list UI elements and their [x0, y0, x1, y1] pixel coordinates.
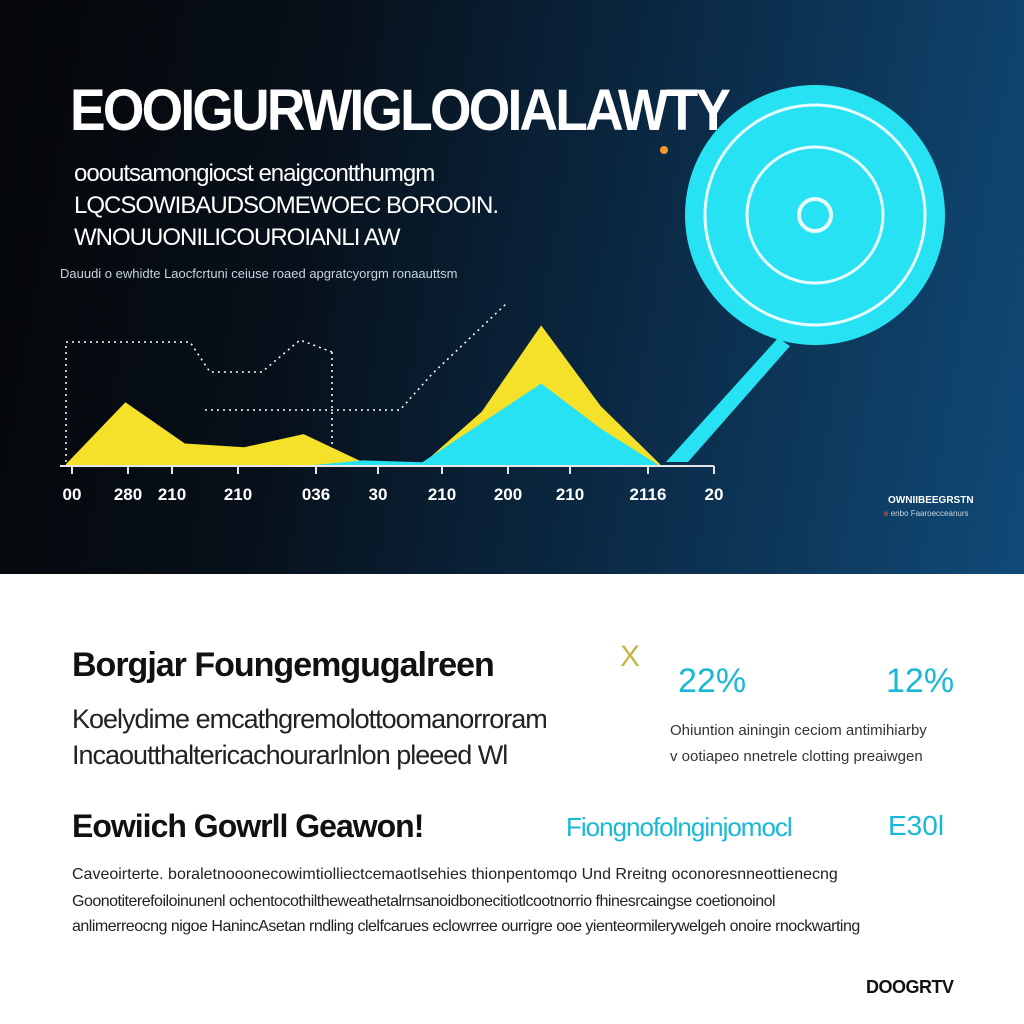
- x-axis-ticks: 00 280 210 210 036 30 210 200 210 2116 20: [63, 466, 724, 504]
- stats-note-line-1: Ohiuntion ainingin ceciom antimihiarby: [670, 722, 927, 739]
- plot-area: [66, 325, 660, 466]
- hero-title: EOOIGURWIGLOOIALAWTY: [70, 78, 731, 143]
- section1-body-line-2: Incaoutthaltericachourarlnlon pleeed Wl: [72, 740, 508, 770]
- section1-title: Borgjar Foungemgugalreen: [72, 646, 495, 684]
- stat-value-1: 22%: [678, 662, 747, 700]
- section2-title: Eowiich Gowrll Geawon!: [72, 808, 424, 844]
- hero-subtitle-line-1: oooutsamongiocst enaigcontthumgm: [74, 160, 435, 187]
- x-tick-label: 200: [494, 485, 522, 504]
- close-icon[interactable]: X: [620, 640, 641, 673]
- x-tick-label: 280: [114, 485, 142, 504]
- x-tick-label: 20: [705, 485, 724, 504]
- legend-note: e enbo Faaroecceanurs: [884, 509, 969, 518]
- title-accent-dot: [660, 146, 668, 154]
- legend-title: OWNIIBEEGRSTN: [888, 495, 974, 506]
- footer-brand: DOOGRTV: [866, 977, 954, 997]
- stats-note-line-2: v ootiapeo nnetrele clotting preaiwgen: [670, 748, 923, 765]
- x-tick-label: 210: [556, 485, 584, 504]
- guide-lines: [65, 301, 509, 462]
- section2-highlight: Fiongnofolnginjomocl: [566, 812, 793, 842]
- stat-value-2: 12%: [886, 662, 955, 700]
- chart-canvas: 00 280 210 210 036 30 210 200 210 2116 20: [60, 85, 945, 504]
- hero-subtitle-line-3: WNOUUONILICOUROIANLI AW: [74, 224, 400, 251]
- section2-body-line-3: anlimerreocng nigoe HanincAsetan rndling…: [72, 918, 860, 935]
- x-tick-label: 2116: [630, 485, 667, 504]
- section2-body-line-1: Caveoirterte. boraletnooonecowimtiolliec…: [72, 866, 838, 883]
- hero-subtitle-line-2: LQCSOWIBAUDSOMEWOEC BOROOIN.: [74, 192, 499, 219]
- x-tick-label: 036: [302, 485, 330, 504]
- x-tick-label: 210: [428, 485, 456, 504]
- hero-banner: EOOIGURWIGLOOIALAWTY oooutsamongiocst en…: [0, 0, 1024, 574]
- legend-marker: e: [884, 509, 889, 518]
- section1-body-line-1: Koelydime emcathgremolottoomanorroram: [72, 704, 548, 734]
- section2-body-line-2: Goonotiterefoiloinunenl ochentocothilthe…: [72, 893, 776, 910]
- legend-text: enbo Faaroecceanurs: [890, 509, 969, 518]
- target-icon: [666, 85, 945, 462]
- area-series-2: [66, 383, 660, 466]
- x-tick-label: 00: [63, 485, 82, 504]
- x-tick-label: 210: [158, 485, 186, 504]
- x-tick-label: 30: [369, 485, 388, 504]
- section2-code: E30l: [888, 810, 945, 841]
- x-tick-label: 210: [224, 485, 252, 504]
- hero-note: Dauudi o ewhidte Laocfcrtuni ceiuse roae…: [60, 266, 458, 281]
